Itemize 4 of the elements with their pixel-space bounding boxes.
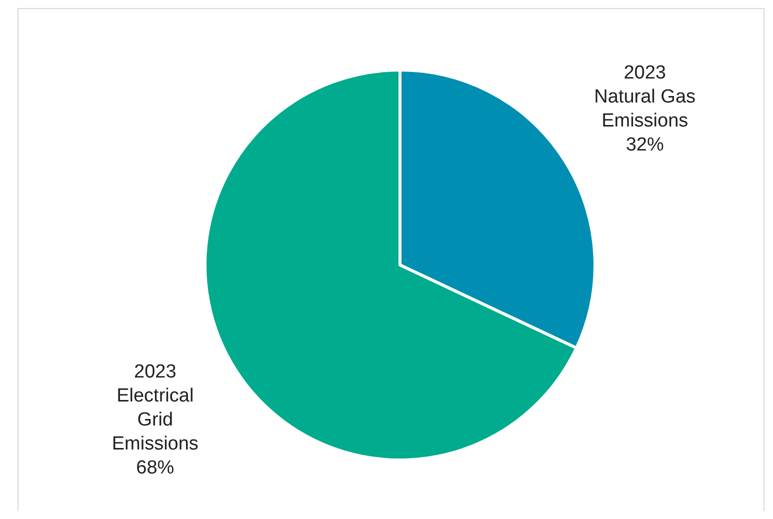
slice-label: 2023 Natural Gas Emissions bbox=[594, 62, 696, 132]
slice-label: 2023 Electrical Grid Emissions bbox=[112, 361, 198, 454]
data-label: 32% bbox=[626, 134, 664, 156]
data-label: 68% bbox=[136, 457, 174, 478]
